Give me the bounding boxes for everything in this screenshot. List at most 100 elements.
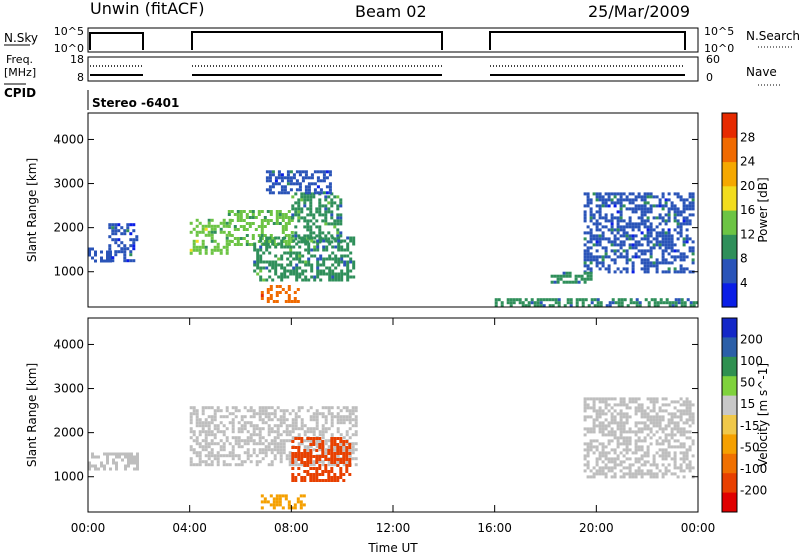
power-cell: [316, 260, 320, 264]
velocity-cell: [345, 442, 349, 446]
power-cell: [297, 210, 301, 214]
power-cell: [284, 222, 288, 225]
velocity-cell: [249, 406, 253, 410]
velocity-cell: [661, 442, 665, 446]
velocity-cell: [270, 439, 274, 443]
velocity-cell: [342, 443, 346, 446]
velocity-cell: [658, 421, 662, 425]
power-cell: [324, 213, 328, 217]
power-cell: [319, 170, 323, 174]
power-cell: [274, 182, 278, 186]
power-cell: [596, 301, 600, 305]
power-cell: [281, 288, 285, 291]
power-cell: [610, 198, 614, 202]
power-cell: [336, 234, 340, 238]
power-cell: [242, 210, 246, 213]
velocity-cell: [595, 457, 599, 461]
velocity-cell: [616, 436, 620, 440]
velocity-cell: [330, 470, 334, 473]
power-cell: [655, 204, 659, 208]
velocity-cell: [273, 457, 277, 461]
velocity-cell: [192, 451, 196, 455]
velocity-cell: [321, 446, 325, 449]
power-cell: [670, 249, 674, 253]
power-cell: [259, 245, 263, 249]
power-cell: [284, 240, 288, 243]
power-cell: [691, 249, 695, 253]
power-cell: [631, 198, 635, 202]
velocity-cell: [628, 430, 632, 434]
power-cell: [604, 246, 608, 250]
velocity-cell: [682, 460, 686, 464]
power-cell: [619, 255, 623, 259]
power-cell: [123, 259, 127, 263]
power-cell: [650, 298, 654, 302]
velocity-cell: [616, 424, 620, 428]
velocity-cell: [610, 475, 614, 479]
power-cell: [322, 269, 326, 273]
velocity-cell: [201, 460, 205, 464]
power-cell: [649, 264, 653, 268]
power-cell: [337, 257, 341, 261]
velocity-cell: [652, 454, 656, 458]
velocity-cell: [297, 463, 301, 467]
velocity-cell: [285, 418, 289, 422]
velocity-colorbar-tick: 15: [740, 397, 755, 411]
power-cell: [304, 188, 308, 192]
velocity-cell: [321, 433, 325, 437]
velocity-cell: [676, 415, 680, 419]
velocity-heatmap: [88, 397, 695, 510]
power-cell: [598, 234, 602, 238]
power-cell: [287, 243, 291, 246]
y-tick-label: 3000: [53, 382, 84, 396]
power-cell: [271, 260, 275, 264]
velocity-cell: [127, 455, 130, 459]
power-cell: [301, 236, 305, 240]
power-cell: [319, 239, 323, 243]
velocity-cell: [339, 476, 343, 479]
power-cell: [613, 240, 617, 244]
velocity-cell: [252, 448, 256, 452]
velocity-cell: [598, 415, 602, 419]
power-cell: [233, 243, 237, 246]
power-cell: [604, 216, 608, 220]
power-cell: [604, 213, 608, 217]
velocity-cell: [231, 457, 235, 461]
power-cell: [192, 242, 196, 246]
velocity-cell: [219, 409, 223, 413]
power-cell: [291, 234, 295, 238]
power-cell: [277, 182, 281, 186]
power-cell: [661, 240, 665, 244]
velocity-colorbar-tick: -200: [740, 483, 767, 497]
velocity-cell: [348, 458, 352, 461]
velocity-cell: [631, 451, 635, 455]
velocity-cell: [661, 472, 665, 476]
power-cell: [628, 198, 632, 202]
velocity-cell: [598, 397, 602, 401]
velocity-cell: [679, 415, 683, 419]
power-echo-region: [291, 192, 343, 244]
power-cell: [330, 213, 334, 217]
power-cell: [667, 192, 671, 196]
power-cell: [593, 298, 597, 302]
velocity-cell: [598, 406, 602, 410]
velocity-cell: [291, 461, 295, 464]
velocity-cell: [216, 430, 220, 434]
power-cell: [340, 257, 344, 261]
velocity-cell: [613, 463, 617, 467]
power-cell: [670, 246, 674, 250]
power-cell: [336, 204, 340, 208]
power-cell: [242, 219, 246, 222]
velocity-cell: [646, 460, 650, 464]
power-cell: [685, 198, 689, 202]
power-cell: [340, 239, 344, 243]
power-cell: [312, 222, 316, 226]
velocity-cell: [625, 412, 629, 416]
power-cell: [604, 192, 608, 196]
power-cell: [649, 261, 653, 265]
velocity-cell: [318, 455, 322, 458]
velocity-cell: [619, 451, 623, 455]
power-cell: [625, 222, 629, 226]
velocity-cell: [270, 418, 274, 422]
power-cell: [625, 270, 629, 274]
